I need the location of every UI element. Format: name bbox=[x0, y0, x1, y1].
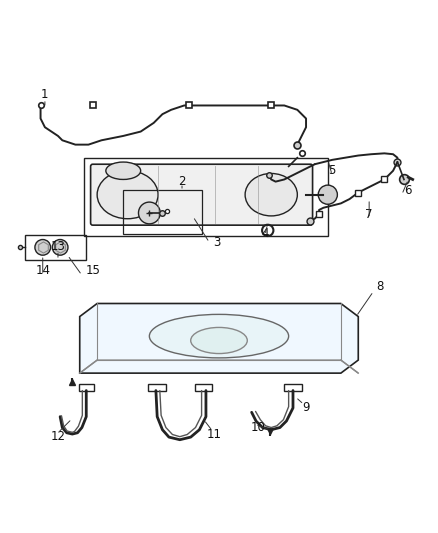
Circle shape bbox=[35, 239, 50, 255]
Ellipse shape bbox=[106, 162, 141, 180]
Ellipse shape bbox=[97, 171, 158, 219]
Circle shape bbox=[318, 185, 337, 204]
Text: 4: 4 bbox=[261, 228, 268, 240]
Text: 13: 13 bbox=[50, 240, 65, 253]
Text: 9: 9 bbox=[302, 401, 310, 415]
Bar bbox=[25, 235, 86, 260]
FancyBboxPatch shape bbox=[91, 164, 313, 225]
Text: 12: 12 bbox=[50, 430, 65, 443]
Bar bbox=[123, 190, 201, 234]
Bar bbox=[148, 384, 166, 391]
Text: 8: 8 bbox=[376, 280, 384, 293]
Ellipse shape bbox=[245, 173, 297, 216]
Polygon shape bbox=[80, 303, 358, 373]
Text: 6: 6 bbox=[405, 184, 412, 197]
Text: 2: 2 bbox=[178, 175, 186, 188]
Text: 11: 11 bbox=[207, 427, 222, 441]
Ellipse shape bbox=[191, 327, 247, 353]
Circle shape bbox=[138, 202, 160, 224]
Ellipse shape bbox=[149, 314, 289, 358]
Bar bbox=[284, 384, 302, 391]
Text: 3: 3 bbox=[213, 236, 220, 249]
Bar bbox=[195, 384, 212, 391]
Text: 14: 14 bbox=[35, 264, 50, 277]
Text: 15: 15 bbox=[85, 264, 100, 277]
Circle shape bbox=[52, 239, 68, 255]
Text: 1: 1 bbox=[41, 88, 49, 101]
Text: 5: 5 bbox=[328, 164, 336, 177]
Bar bbox=[79, 384, 94, 391]
Bar bbox=[84, 158, 328, 236]
Text: 10: 10 bbox=[251, 421, 265, 434]
Text: 7: 7 bbox=[365, 208, 373, 221]
